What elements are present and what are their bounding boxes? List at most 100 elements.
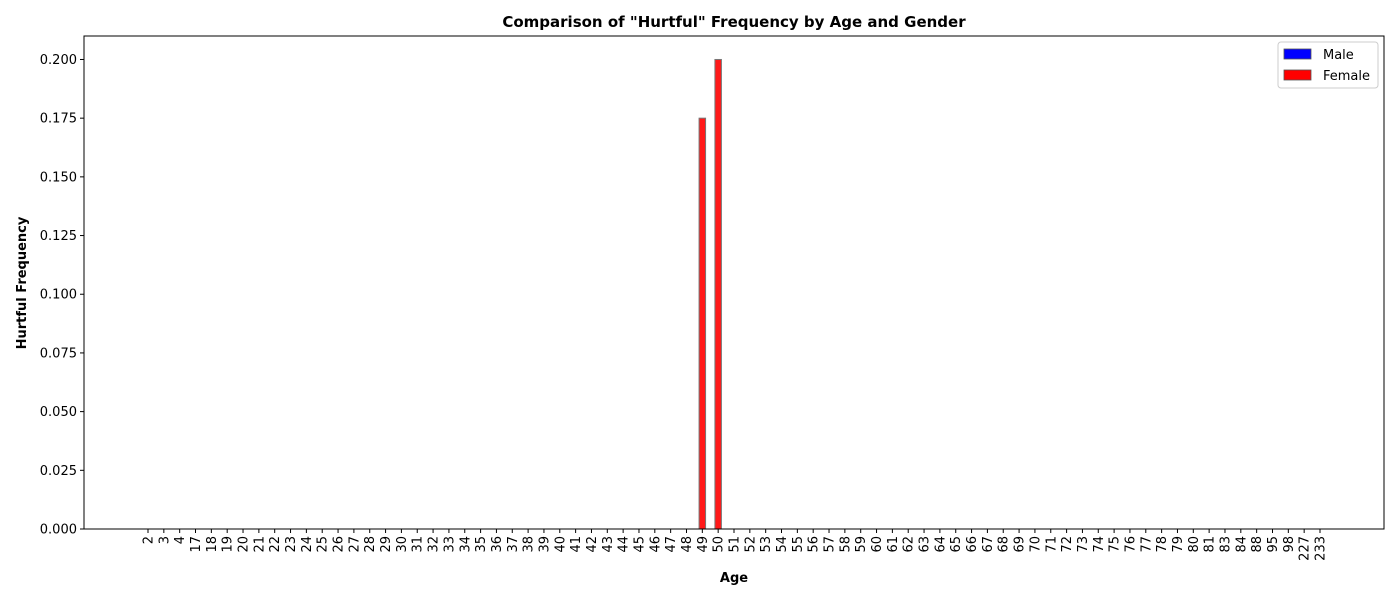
- x-tick-label: 71: [1044, 536, 1059, 553]
- x-tick-label: 67: [981, 536, 996, 553]
- y-tick-label: 0.075: [40, 346, 77, 361]
- x-tick-label: 23: [284, 536, 299, 553]
- plot-area: 0.000 0.025 0.050 0.075 0.100 0.125 0.150 0.175…: [40, 35, 1385, 561]
- x-tick-label: 84: [1234, 536, 1249, 553]
- x-tick-label: 46: [648, 536, 663, 553]
- x-tick-label: 25: [316, 536, 331, 553]
- x-tick-label: 69: [1013, 536, 1028, 553]
- x-tick-label: 58: [838, 536, 853, 553]
- x-tick-label: 62: [902, 536, 917, 553]
- x-tick-label: 37: [506, 536, 521, 553]
- x-tick-label: 34: [458, 536, 473, 553]
- x-tick-label: 59: [854, 536, 869, 553]
- x-tick-label: 40: [553, 536, 568, 553]
- x-tick-label: 56: [807, 536, 822, 553]
- x-tick-label: 95: [1266, 536, 1281, 553]
- x-tick-label: 19: [221, 536, 236, 553]
- y-tick-label: 0.025: [40, 464, 77, 479]
- x-tick-label: 64: [933, 536, 948, 553]
- x-tick-label: 65: [949, 536, 964, 553]
- x-tick-label: 4: [173, 536, 188, 544]
- x-tick-label: 29: [379, 536, 394, 553]
- x-tick-label: 80: [1187, 536, 1202, 553]
- y-tick-label: 0.050: [40, 405, 77, 420]
- y-tick-label: 0.150: [40, 170, 77, 185]
- y-tick-label: 0.200: [40, 53, 77, 68]
- legend-label-female: Female: [1323, 69, 1370, 84]
- x-tick-label: 3: [157, 536, 172, 544]
- x-tick-label: 233: [1314, 536, 1329, 561]
- legend-swatch-female: [1283, 69, 1312, 81]
- x-axis-label: Age: [720, 571, 748, 586]
- x-tick-label: 36: [490, 536, 505, 553]
- x-tick-label: 57: [823, 536, 838, 553]
- x-tick-label: 66: [965, 536, 980, 553]
- chart-title: Comparison of "Hurtful" Frequency by Age…: [502, 13, 966, 31]
- y-tick-label: 0.125: [40, 229, 77, 244]
- x-tick-label: 53: [759, 536, 774, 553]
- x-tick-label: 42: [585, 536, 600, 553]
- y-tick-label: 0.000: [40, 523, 77, 538]
- x-tick-label: 17: [189, 536, 204, 553]
- x-tick-label: 76: [1123, 536, 1138, 553]
- x-tick-label: 26: [332, 536, 347, 553]
- x-tick-label: 30: [395, 536, 410, 553]
- y-axis-label: Hurtful Frequency: [15, 216, 30, 349]
- bar-female-49: [698, 117, 707, 530]
- x-tick-label: 54: [775, 536, 790, 553]
- x-tick-label: 31: [411, 536, 426, 553]
- x-tick-label: 24: [300, 536, 315, 553]
- legend: Male Female: [1277, 41, 1379, 89]
- x-tick-label: 72: [1060, 536, 1075, 553]
- x-tick-label: 39: [537, 536, 552, 553]
- x-tick-label: 45: [632, 536, 647, 553]
- x-tick-label: 88: [1250, 536, 1265, 553]
- x-tick-label: 68: [997, 536, 1012, 553]
- x-tick-label: 22: [268, 536, 283, 553]
- x-tick-label: 55: [791, 536, 806, 553]
- x-tick-label: 83: [1218, 536, 1233, 553]
- x-tick-label: 70: [1028, 536, 1043, 553]
- x-tick-label: 79: [1171, 536, 1186, 553]
- x-tick-label: 27: [347, 536, 362, 553]
- bar-group: [698, 58, 722, 530]
- x-tick-label: 21: [252, 536, 267, 553]
- x-tick-label: 60: [870, 536, 885, 553]
- x-tick-label: 28: [363, 536, 378, 553]
- x-tick-label: 41: [569, 536, 584, 553]
- x-tick-label: 81: [1203, 536, 1218, 553]
- y-tick-label: 0.175: [40, 112, 77, 127]
- x-tick-label: 227: [1298, 536, 1313, 561]
- plot-frame: [83, 35, 1385, 530]
- x-tick-label: 32: [427, 536, 442, 553]
- x-tick-label: 20: [237, 536, 252, 553]
- y-axis: 0.000 0.025 0.050 0.075 0.100 0.125 0.150 0.175…: [40, 53, 84, 538]
- x-tick-label: 47: [664, 536, 679, 553]
- x-tick-label: 49: [696, 536, 711, 553]
- x-tick-label: 73: [1076, 536, 1091, 553]
- x-tick-label: 61: [886, 536, 901, 553]
- x-tick-label: 35: [474, 536, 489, 553]
- x-tick-label: 74: [1092, 536, 1107, 553]
- x-tick-label: 75: [1108, 536, 1123, 553]
- x-tick-label: 48: [680, 536, 695, 553]
- bar-female-50: [714, 58, 722, 530]
- x-tick-label: 33: [442, 536, 457, 553]
- y-tick-label: 0.100: [40, 288, 77, 303]
- legend-swatch-male: [1283, 48, 1312, 60]
- x-tick-label: 38: [522, 536, 537, 553]
- x-tick-label: 98: [1282, 536, 1297, 553]
- x-tick-label: 2: [142, 536, 157, 544]
- x-tick-label: 63: [918, 536, 933, 553]
- x-tick-label: 44: [617, 536, 632, 553]
- x-tick-label: 52: [743, 536, 758, 553]
- legend-label-male: Male: [1323, 48, 1354, 63]
- x-axis: 2 3 4 17 18 19 20 21 22 23 24 25 26 27 28 29 30 31 32 33 34 3…: [142, 529, 1329, 561]
- x-tick-label: 77: [1139, 536, 1154, 553]
- x-tick-label: 51: [728, 536, 743, 553]
- x-tick-label: 18: [205, 536, 220, 553]
- x-tick-label: 78: [1155, 536, 1170, 553]
- x-tick-label: 50: [712, 536, 727, 553]
- x-tick-label: 43: [601, 536, 616, 553]
